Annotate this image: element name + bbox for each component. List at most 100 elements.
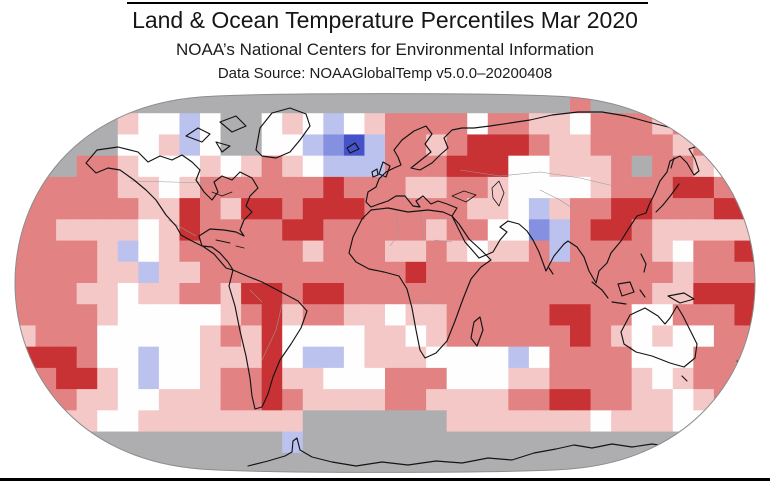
grid-cell (76, 389, 98, 411)
grid-cell (590, 219, 612, 242)
grid-cell (15, 134, 37, 157)
grid-cell (672, 304, 694, 327)
grid-cell (117, 283, 139, 305)
grid-cell (693, 283, 715, 305)
grid-cell (693, 240, 715, 263)
grid-cell (467, 240, 489, 263)
grid-cell (15, 240, 37, 263)
grid-cell (734, 367, 755, 390)
grid-cell (385, 452, 407, 473)
grid-cell (158, 219, 181, 242)
grid-cell (97, 261, 119, 284)
grid-cell (200, 176, 222, 199)
grid-cell (241, 367, 263, 390)
grid-cell (528, 389, 551, 411)
grid-cell (35, 261, 57, 284)
grid-cell (590, 346, 612, 369)
grid-cell (179, 240, 201, 263)
grid-cell (631, 176, 653, 199)
grid-cell (158, 261, 181, 284)
grid-cell (467, 367, 489, 390)
grid-cell (56, 198, 78, 220)
grid-cell (241, 261, 263, 284)
grid-cell (426, 113, 448, 136)
grid-cell (446, 198, 468, 220)
grid-cell (364, 283, 386, 305)
grid-cell (446, 219, 468, 242)
page-subtitle: NOAA’s National Centers for Environmenta… (176, 40, 594, 59)
grid-cell (528, 304, 551, 327)
grid-cell (693, 410, 715, 433)
grid-cell (405, 325, 427, 348)
grid-cell (200, 93, 222, 114)
grid-cell (138, 176, 160, 199)
grid-cell (446, 325, 468, 348)
grid-cell (261, 198, 283, 220)
top-border-line (127, 2, 648, 4)
grid-cell (734, 431, 755, 454)
grid-cell (364, 346, 386, 369)
grid-cell (117, 219, 139, 242)
grid-cell (734, 176, 755, 199)
grid-cell (343, 155, 366, 178)
grid-cell (179, 93, 201, 114)
coastlines (85, 107, 754, 467)
grid-cell (343, 219, 366, 242)
grid-cell (241, 283, 263, 305)
grid-cell (549, 134, 571, 157)
grid-cell (405, 113, 427, 136)
grid-cell (323, 325, 345, 348)
grid-cell (138, 389, 160, 411)
grid-cell (220, 304, 242, 327)
grid-cell (487, 113, 509, 136)
grid-cell (343, 113, 366, 136)
grid-cell (241, 113, 263, 136)
grid-cell (138, 452, 160, 473)
grid-cell (734, 410, 755, 433)
grid-cell (590, 304, 612, 327)
grid-cell (117, 431, 139, 454)
grid-cell (138, 93, 160, 114)
grid-cell (200, 304, 222, 327)
grid-cell (179, 304, 201, 327)
grid-cell (261, 325, 283, 348)
grid-cell (528, 283, 551, 305)
grid-cell (261, 113, 283, 136)
grid-cell (261, 283, 283, 305)
grid-cell (158, 367, 181, 390)
grid-cell (652, 155, 674, 178)
grid-cell (426, 431, 448, 454)
grid-cell (713, 410, 736, 433)
grid-cell (693, 198, 715, 220)
grid-cell (631, 155, 653, 178)
grid-cell (282, 283, 304, 305)
grid-cell (15, 176, 37, 199)
grid-cell (385, 410, 407, 433)
grid-cell (549, 452, 571, 473)
grid-cell (200, 325, 222, 348)
grid-cell (97, 283, 119, 305)
grid-cell (241, 431, 263, 454)
grid-cell (15, 93, 37, 114)
grid-cell (713, 389, 736, 411)
grid-cell (713, 283, 736, 305)
grid-cell (528, 346, 551, 369)
grid-cell (652, 410, 674, 433)
grid-cell (570, 431, 592, 454)
grid-cell (549, 113, 571, 136)
grid-cell (487, 93, 509, 114)
grid-cell (56, 93, 78, 114)
grid-cell (590, 113, 612, 136)
grid-cell (323, 410, 345, 433)
grid-cell (385, 431, 407, 454)
grid-cell (97, 219, 119, 242)
grid-cell (672, 93, 694, 114)
grid-cell (508, 176, 530, 199)
grid-cell (467, 134, 489, 157)
grid-cell (570, 134, 592, 157)
grid-cell (138, 134, 160, 157)
grid-cell (426, 134, 448, 157)
grid-cell (200, 113, 222, 136)
grid-cell (713, 261, 736, 284)
grid-cell (405, 410, 427, 433)
